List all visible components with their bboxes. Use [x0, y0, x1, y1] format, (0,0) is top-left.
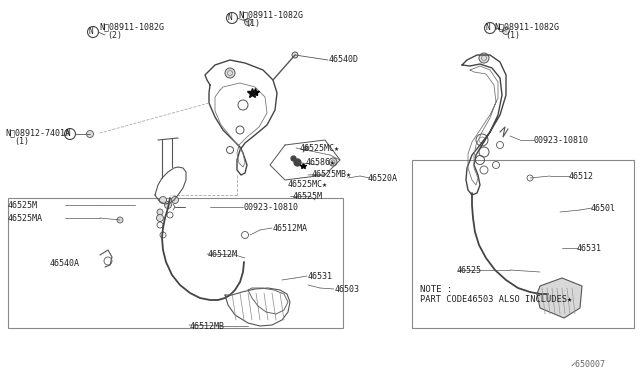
- Text: (1): (1): [14, 137, 29, 146]
- Text: 00923-10810: 00923-10810: [244, 203, 299, 212]
- Circle shape: [305, 146, 309, 150]
- Text: 46512MA: 46512MA: [273, 224, 308, 233]
- Text: 46525MA: 46525MA: [8, 214, 43, 223]
- Text: 00923-10810: 00923-10810: [533, 136, 588, 145]
- Text: ✓650007: ✓650007: [570, 360, 605, 369]
- Text: N: N: [89, 28, 93, 36]
- Circle shape: [329, 158, 337, 166]
- Circle shape: [292, 52, 298, 58]
- Text: 46540D: 46540D: [329, 55, 359, 64]
- Circle shape: [86, 131, 93, 138]
- Bar: [412, 160, 634, 328]
- Text: Nむ08911-1082G: Nむ08911-1082G: [99, 22, 164, 31]
- Text: 46512: 46512: [569, 172, 594, 181]
- Text: 46525MB★: 46525MB★: [312, 170, 352, 179]
- Text: 46512M: 46512M: [208, 250, 238, 259]
- Text: 46503: 46503: [335, 285, 360, 294]
- Text: Nむ08911-1082G: Nむ08911-1082G: [494, 22, 559, 31]
- Text: Nむ08911-1082G: Nむ08911-1082G: [238, 10, 303, 19]
- Text: 46531: 46531: [308, 272, 333, 281]
- Polygon shape: [537, 278, 582, 318]
- Circle shape: [159, 196, 166, 203]
- Circle shape: [117, 217, 123, 223]
- Text: Nむ08912-7401A: Nむ08912-7401A: [5, 128, 70, 137]
- Text: 46525MC★: 46525MC★: [300, 144, 340, 153]
- Text: (1): (1): [245, 19, 260, 28]
- Circle shape: [502, 28, 509, 35]
- Text: (1): (1): [505, 31, 520, 40]
- Text: 4650l: 4650l: [591, 204, 616, 213]
- Circle shape: [172, 196, 179, 203]
- Text: 46525MC★: 46525MC★: [288, 180, 328, 189]
- Text: 46540A: 46540A: [50, 259, 80, 268]
- Text: 46586★: 46586★: [306, 158, 336, 167]
- Text: (2): (2): [107, 31, 122, 40]
- Circle shape: [164, 202, 172, 208]
- Circle shape: [157, 215, 163, 221]
- Text: N: N: [486, 23, 490, 32]
- Text: 46512MB: 46512MB: [190, 322, 225, 331]
- Circle shape: [244, 19, 252, 26]
- Circle shape: [479, 53, 489, 63]
- Circle shape: [225, 68, 235, 78]
- Text: 46531: 46531: [577, 244, 602, 253]
- Bar: [8, 198, 343, 328]
- Circle shape: [157, 209, 163, 215]
- Text: N: N: [66, 129, 70, 138]
- Text: PART CODE46503 ALSO INCLUDES★: PART CODE46503 ALSO INCLUDES★: [420, 295, 572, 304]
- Text: NOTE :: NOTE :: [420, 285, 452, 294]
- Text: N: N: [228, 13, 232, 22]
- Text: 46520A: 46520A: [368, 174, 398, 183]
- Text: 46525M: 46525M: [8, 201, 38, 210]
- Text: 46525: 46525: [457, 266, 482, 275]
- Text: 46525M: 46525M: [293, 192, 323, 201]
